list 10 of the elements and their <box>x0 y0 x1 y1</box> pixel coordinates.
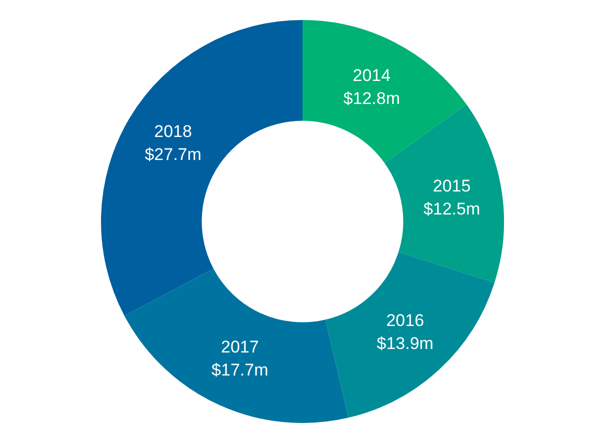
data-label: $27.7m <box>144 145 202 164</box>
data-label: $17.7m <box>212 360 268 380</box>
slice-label: 2017 <box>220 338 259 357</box>
slice-label: 2015 <box>432 176 471 196</box>
data-label: $12.5m <box>423 200 480 219</box>
slice-label: 2018 <box>154 122 192 142</box>
data-label: $12.8m <box>343 88 400 108</box>
slice-label: 2016 <box>386 311 424 330</box>
slice-label: 2014 <box>352 66 391 85</box>
data-label: $13.9m <box>376 334 434 354</box>
